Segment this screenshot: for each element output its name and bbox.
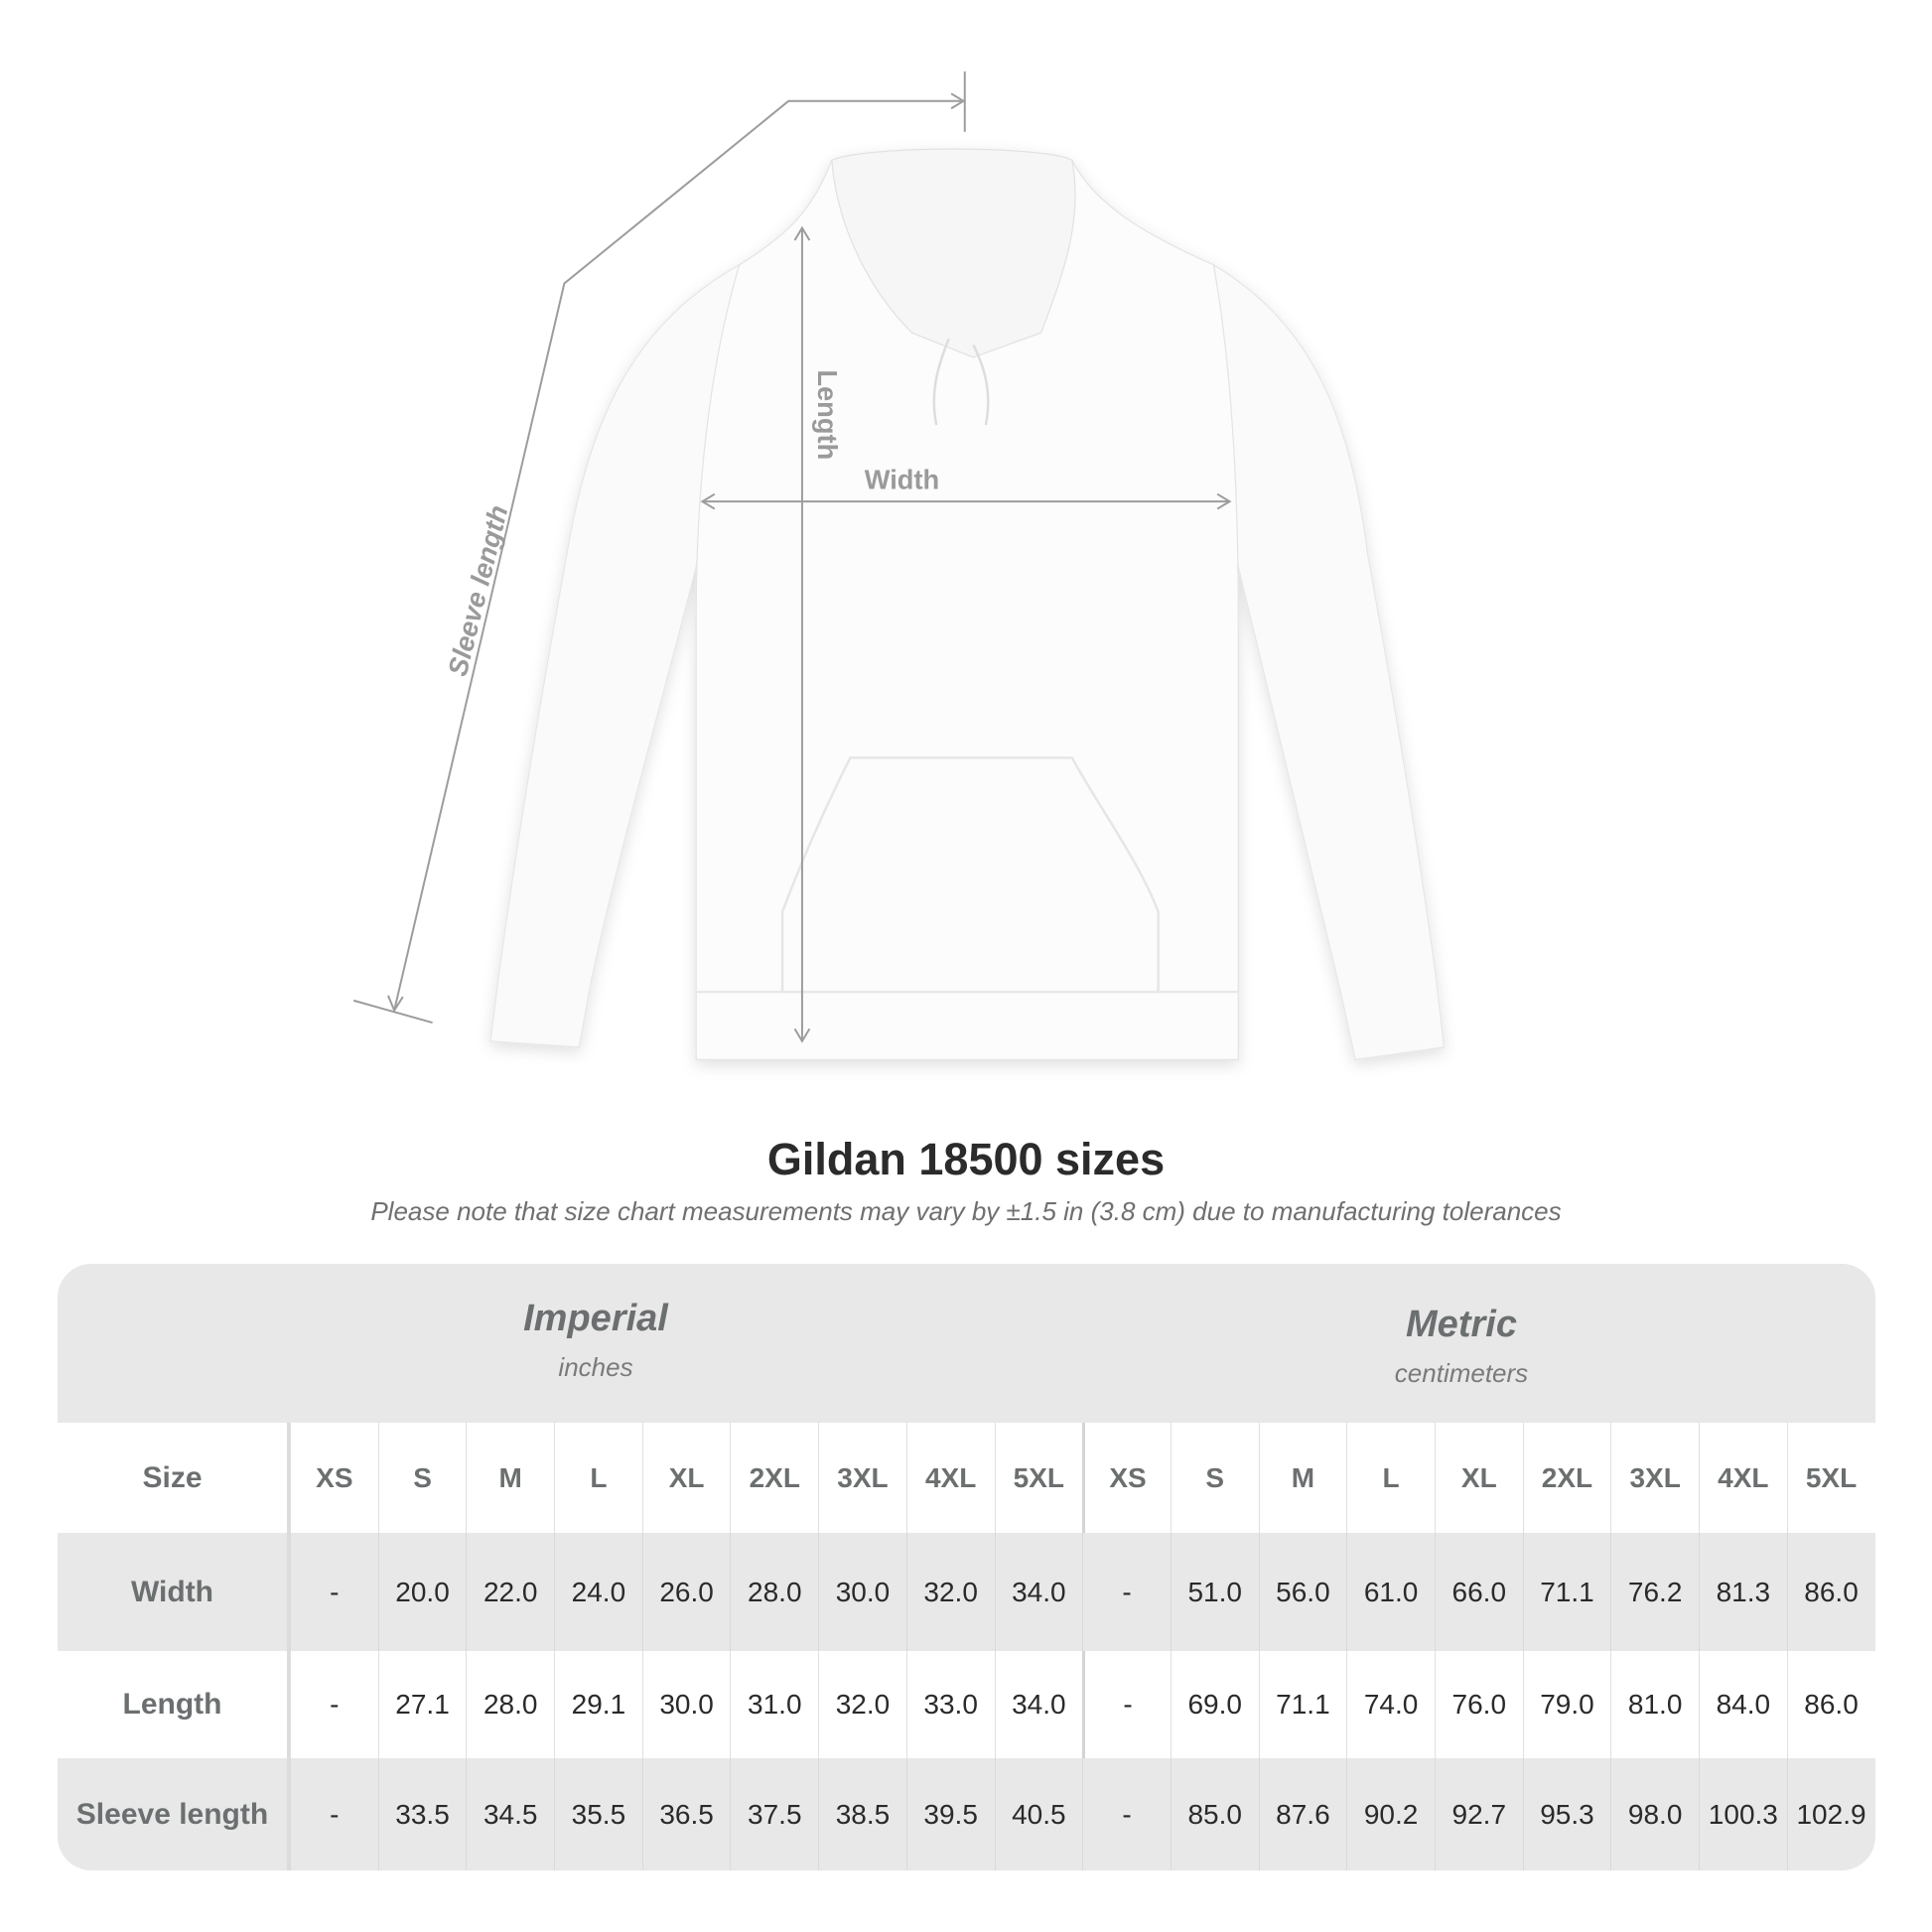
table-row: Sleeve length -33.5 34.5 35.5 36.5 37.5 38.5 39…: [58, 1758, 1875, 1870]
table-cell: 20.0: [377, 1533, 467, 1651]
table-cell: 34.0: [994, 1533, 1083, 1651]
measurement-lines: [352, 70, 1232, 1043]
table-cell: 100.3: [1699, 1758, 1787, 1870]
table-cell: 28.0: [466, 1651, 554, 1758]
table-cell: 31.0: [730, 1651, 818, 1758]
table-cell: 76.2: [1610, 1533, 1699, 1651]
size-header-cell: 2XL: [1522, 1423, 1611, 1533]
table-cell: -: [290, 1533, 378, 1651]
table-cell: 92.7: [1434, 1758, 1523, 1870]
table-cell: 81.0: [1610, 1651, 1699, 1758]
table-cell: 95.3: [1522, 1758, 1611, 1870]
size-header-cell: 2XL: [730, 1423, 818, 1533]
imperial-title: Imperial: [523, 1298, 668, 1339]
size-header-cell: S: [1170, 1423, 1259, 1533]
table-cell: 56.0: [1258, 1533, 1347, 1651]
table-cell: 71.1: [1258, 1651, 1347, 1758]
table-row: Length -27.1 28.0 29.1 30.0 31.0 32.0 33.0 34.0-…: [58, 1651, 1875, 1758]
table-cell: 26.0: [641, 1533, 731, 1651]
table-cell: 71.1: [1522, 1533, 1611, 1651]
table-cell: -: [290, 1651, 378, 1758]
metric-unit: centimeters: [1394, 1358, 1529, 1388]
size-header-cell: 4XL: [1699, 1423, 1787, 1533]
table-cell: -: [290, 1758, 378, 1870]
table-cell: 79.0: [1522, 1651, 1611, 1758]
table-cell: 90.2: [1346, 1758, 1435, 1870]
table-cell: 33.0: [905, 1651, 995, 1758]
row-label: Sleeve length: [58, 1758, 290, 1870]
size-header-cell: 3XL: [1610, 1423, 1699, 1533]
table-cell: 81.3: [1699, 1533, 1787, 1651]
table-cell: -: [1082, 1758, 1171, 1870]
table-cell: 69.0: [1170, 1651, 1259, 1758]
metric-header: Metric centimeters: [1114, 1304, 1809, 1389]
size-header-cell: XS: [1082, 1423, 1171, 1533]
unit-header: Imperial inches Metric centimeters: [58, 1264, 1875, 1423]
size-header-cell: XL: [1434, 1423, 1523, 1533]
size-header-cell: 5XL: [994, 1423, 1083, 1533]
table-cell: 86.0: [1786, 1651, 1875, 1758]
table-cell: 35.5: [554, 1758, 642, 1870]
sleeve-length-label: Sleeve length: [442, 502, 514, 679]
table-cell: 34.5: [466, 1758, 554, 1870]
size-header-cell: XL: [641, 1423, 731, 1533]
size-header-row: Size XS S M L XL 2XL 3XL 4XL 5XL XS S M L XL 2XL 3XL 4XL 5…: [58, 1423, 1875, 1533]
hoodie-illustration: [489, 148, 1446, 1061]
table-cell: 66.0: [1434, 1533, 1523, 1651]
table-cell: 61.0: [1346, 1533, 1435, 1651]
imperial-unit: inches: [558, 1352, 633, 1382]
table-cell: 28.0: [730, 1533, 818, 1651]
size-header-cell: 3XL: [818, 1423, 906, 1533]
table-cell: 86.0: [1786, 1533, 1875, 1651]
table-cell: 27.1: [377, 1651, 467, 1758]
table-cell: 32.0: [905, 1533, 995, 1651]
size-table: Imperial inches Metric centimeters Size X…: [58, 1264, 1875, 1870]
table-cell: 38.5: [818, 1758, 906, 1870]
table-cell: 34.0: [994, 1651, 1083, 1758]
table-cell: 30.0: [818, 1533, 906, 1651]
table-cell: -: [1082, 1533, 1171, 1651]
table-cell: 85.0: [1170, 1758, 1259, 1870]
table-cell: 36.5: [641, 1758, 731, 1870]
table-cell: 51.0: [1170, 1533, 1259, 1651]
table-cell: 39.5: [905, 1758, 995, 1870]
table-cell: 76.0: [1434, 1651, 1523, 1758]
imperial-header: Imperial inches: [248, 1298, 943, 1383]
table-cell: 32.0: [818, 1651, 906, 1758]
table-cell: 87.6: [1258, 1758, 1347, 1870]
table-cell: 30.0: [641, 1651, 731, 1758]
chart-title: Gildan 18500 sizes: [766, 1134, 1166, 1184]
length-label: Length: [812, 369, 843, 460]
size-header-cell: 5XL: [1786, 1423, 1875, 1533]
table-cell: 22.0: [466, 1533, 554, 1651]
table-cell: 84.0: [1699, 1651, 1787, 1758]
size-header-cell: L: [1346, 1423, 1435, 1533]
table-cell: 98.0: [1610, 1758, 1699, 1870]
size-header-cell: S: [377, 1423, 467, 1533]
table-cell: -: [1082, 1651, 1171, 1758]
size-header-cell: 4XL: [905, 1423, 995, 1533]
row-label: Length: [58, 1651, 290, 1758]
metric-title: Metric: [1406, 1304, 1517, 1345]
size-header-cell: M: [466, 1423, 554, 1533]
table-cell: 40.5: [994, 1758, 1083, 1870]
row-label: Width: [58, 1533, 290, 1651]
table-cell: 29.1: [554, 1651, 642, 1758]
size-header-cell: M: [1258, 1423, 1347, 1533]
table-cell: 74.0: [1346, 1651, 1435, 1758]
size-row-label: Size: [58, 1423, 290, 1533]
size-header-cell: XS: [290, 1423, 378, 1533]
table-row: Width -20.0 22.0 24.0 26.0 28.0 30.0 32.0 34.0-5…: [58, 1533, 1875, 1651]
table-cell: 37.5: [730, 1758, 818, 1870]
table-cell: 24.0: [554, 1533, 642, 1651]
width-label: Width: [865, 465, 940, 495]
chart-subtitle: Please note that size chart measurements…: [370, 1196, 1562, 1226]
table-cell: 102.9: [1786, 1758, 1875, 1870]
table-cell: 33.5: [377, 1758, 467, 1870]
size-header-cell: L: [554, 1423, 642, 1533]
